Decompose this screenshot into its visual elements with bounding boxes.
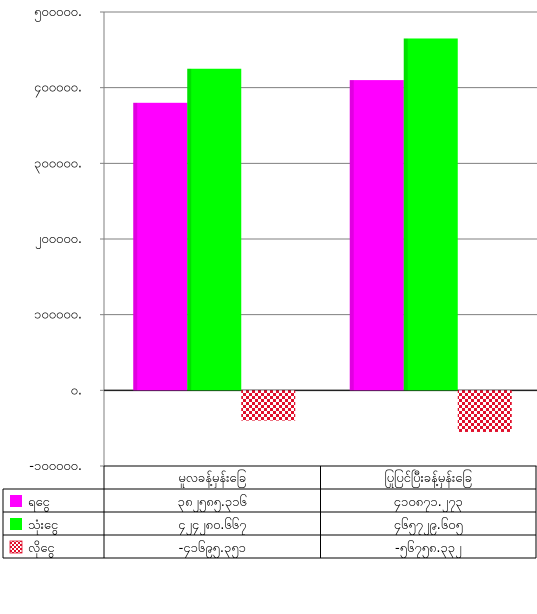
- legend-label: သုံးငွေ: [28, 518, 59, 535]
- legend-key: [9, 540, 23, 554]
- bar-2: [403, 38, 458, 391]
- y-tick-label: ၅၀၀၀၀၀.: [34, 5, 82, 22]
- bar-2: [187, 68, 242, 391]
- bars: [133, 38, 512, 432]
- bar-1: [349, 80, 404, 391]
- bar-3: [457, 390, 512, 432]
- bar-shade: [187, 68, 192, 391]
- bar-shade: [349, 80, 354, 391]
- y-tick-label: ၁၀၀၀၀၀.: [34, 308, 82, 323]
- legend-key: [10, 495, 22, 507]
- category-label: မူလခန့်မှန်းခြေ: [178, 469, 246, 488]
- data-value-label: ၄၁၀၈၇၁.၂၇၃: [394, 495, 463, 512]
- bar-shade: [403, 38, 408, 391]
- legend-key: [10, 518, 22, 530]
- y-tick-label: -၁၀၀၀၀၀.: [29, 459, 82, 474]
- data-value-label: -၄၁၆၉၅.၃၅၁: [179, 540, 246, 558]
- data-table: မူလခန့်မှန်းခြေ ပြုပြင်ပြီးခန့်မှန်းခြေရင…: [2, 465, 537, 559]
- data-value-label: ၄၆၅၇၂၉.၆၀၅: [394, 517, 463, 535]
- y-tick-label: ၀.: [71, 383, 82, 398]
- data-value-label: ၄၂၄၂၈၀.၆၆၇: [178, 517, 246, 535]
- y-tick-label: ၄၀၀၀၀၀.: [34, 81, 82, 98]
- legend-label: ရငွေ: [28, 495, 51, 512]
- bar-1: [133, 102, 188, 391]
- data-value-label: ၃၈၂၅၈၅.၃၁၆: [178, 494, 247, 512]
- bar-shade: [133, 102, 138, 391]
- y-tick-label: ၂၀၀၀၀၀.: [35, 232, 82, 249]
- data-value-label: -၅၆၇၅၈.၃၃၂: [395, 540, 462, 558]
- bar-3: [241, 390, 296, 421]
- category-label: ပြုပြင်ပြီးခန့်မှန်းခြေ: [384, 469, 472, 488]
- y-axis-ticks: ၅၀၀၀၀၀. ၄၀၀၀၀၀. ၃၀၀၀၀၀. ၂၀၀၀၀၀. ၁၀၀၀၀၀. ၀. -၁၀…: [29, 5, 82, 474]
- legend-label: လိုငွေ: [28, 540, 55, 558]
- y-tick-label: ၃၀၀၀၀၀.: [34, 156, 82, 173]
